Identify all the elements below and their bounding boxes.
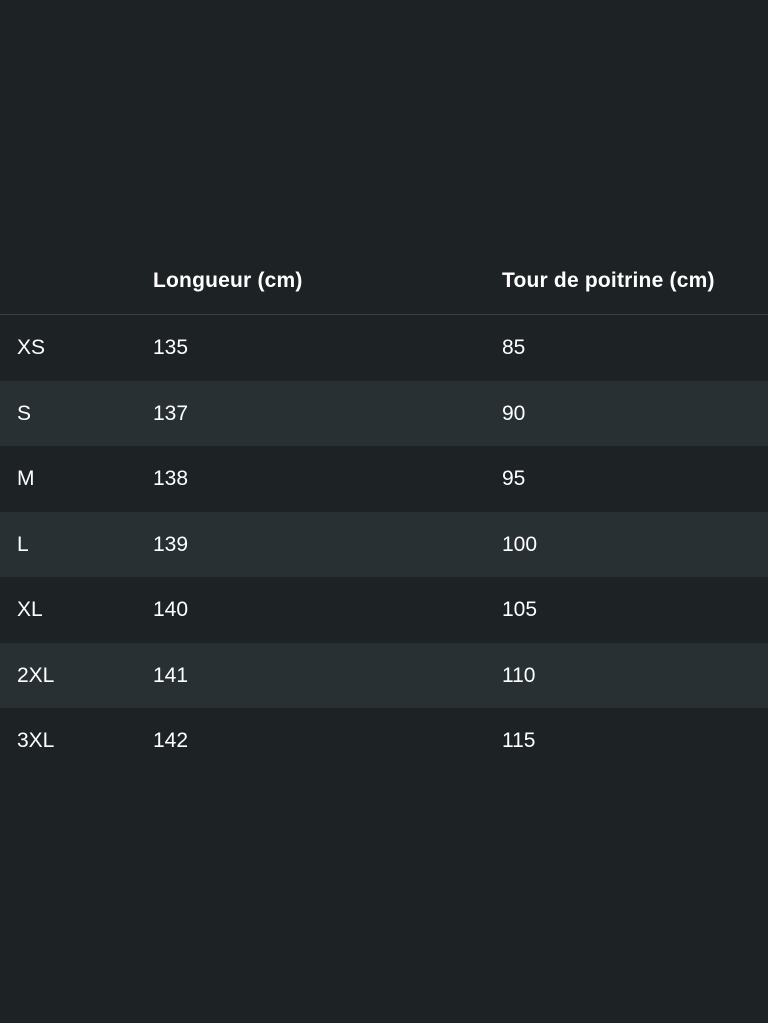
cell-chest: 100	[502, 532, 538, 556]
header-chest: Tour de poitrine (cm)	[502, 269, 715, 292]
header-length: Longueur (cm)	[153, 269, 303, 292]
table-row: 3XL 142 115	[0, 708, 768, 774]
cell-size: 2XL	[17, 663, 55, 687]
cell-chest: 90	[502, 401, 526, 425]
table-header-row: Longueur (cm) Tour de poitrine (cm)	[0, 250, 768, 315]
cell-size: M	[17, 467, 35, 490]
cell-length: 142	[153, 729, 189, 752]
cell-size: L	[17, 532, 29, 556]
cell-length: 137	[153, 401, 189, 425]
cell-length: 138	[153, 467, 189, 490]
cell-size: XL	[17, 598, 43, 621]
cell-chest: 115	[502, 729, 536, 752]
cell-length: 135	[153, 336, 189, 359]
size-chart-table: Longueur (cm) Tour de poitrine (cm) XS 1…	[0, 250, 768, 774]
cell-chest: 105	[502, 598, 538, 621]
cell-chest: 110	[502, 663, 536, 687]
table-row: M 138 95	[0, 446, 768, 512]
cell-size: XS	[17, 336, 46, 359]
table-row: XL 140 105	[0, 577, 768, 643]
cell-length: 139	[153, 532, 189, 556]
table-row: L 139 100	[0, 511, 768, 577]
cell-size: 3XL	[17, 729, 55, 752]
cell-length: 141	[153, 663, 189, 687]
table-row: XS 135 85	[0, 315, 768, 381]
cell-size: S	[17, 401, 32, 425]
cell-chest: 95	[502, 467, 526, 490]
cell-chest: 85	[502, 336, 526, 359]
table-row: 2XL 141 110	[0, 642, 768, 708]
table-row: S 137 90	[0, 380, 768, 446]
cell-length: 140	[153, 598, 189, 621]
